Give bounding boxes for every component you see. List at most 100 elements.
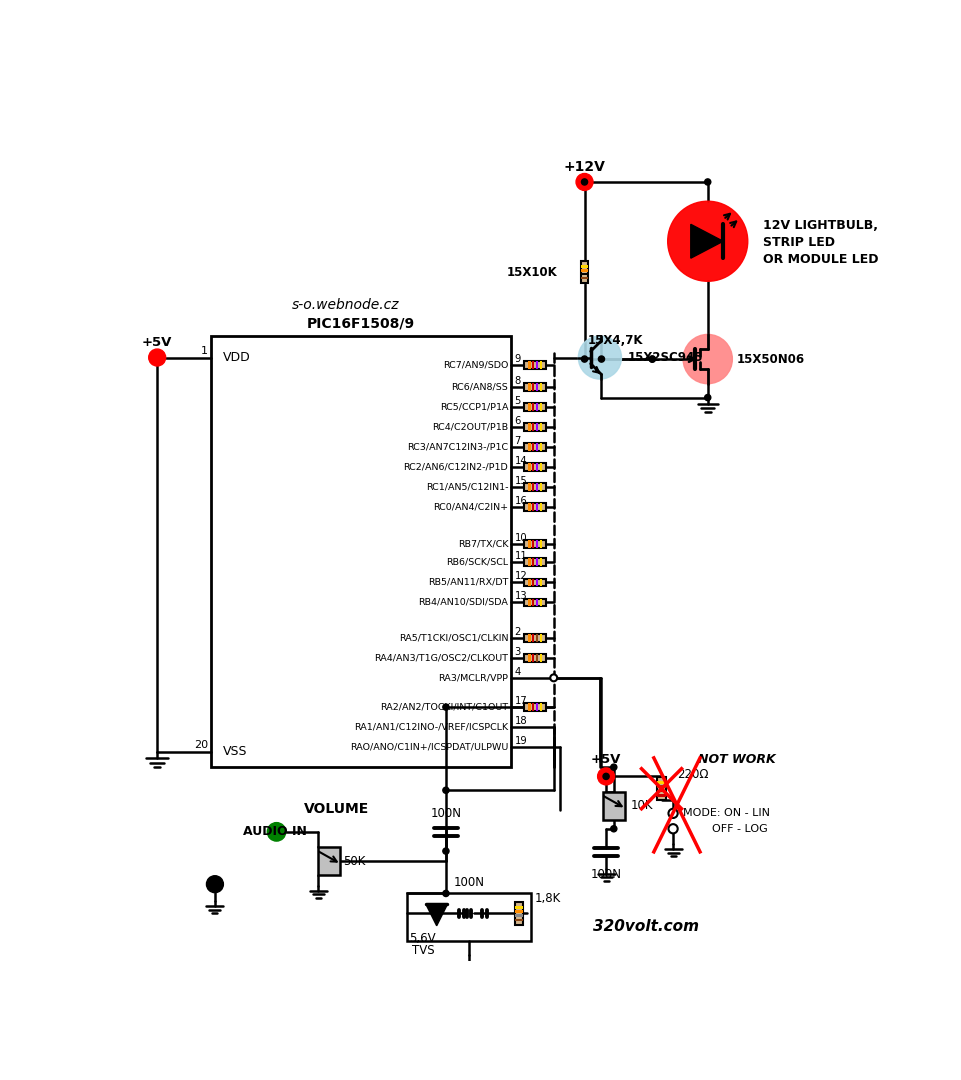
Bar xyxy=(525,423,546,431)
Bar xyxy=(539,540,542,548)
Circle shape xyxy=(598,768,614,785)
Bar xyxy=(539,558,542,566)
Circle shape xyxy=(599,356,604,362)
Bar xyxy=(539,403,542,410)
Text: RA4/AN3/T1G/OSC2/CLKOUT: RA4/AN3/T1G/OSC2/CLKOUT xyxy=(374,653,508,662)
Text: 3: 3 xyxy=(514,647,521,657)
Circle shape xyxy=(704,179,711,185)
Bar xyxy=(535,634,538,642)
Bar xyxy=(531,423,534,431)
Text: 100N: 100N xyxy=(431,807,461,820)
Circle shape xyxy=(576,174,593,190)
Text: TVS: TVS xyxy=(411,944,434,957)
Bar xyxy=(580,266,588,268)
Text: MODE: ON - LIN: MODE: ON - LIN xyxy=(683,808,770,819)
Text: +5V: +5V xyxy=(591,753,621,766)
Text: RB4/AN10/SDI/SDA: RB4/AN10/SDI/SDA xyxy=(418,598,508,607)
Bar xyxy=(531,579,534,586)
Bar xyxy=(535,598,538,606)
Bar xyxy=(525,443,546,450)
Bar xyxy=(535,423,538,431)
Circle shape xyxy=(267,823,285,841)
Text: STRIP LED: STRIP LED xyxy=(763,237,835,249)
Bar xyxy=(525,654,546,662)
Circle shape xyxy=(610,764,617,770)
Text: RAO/ANO/C1IN+/ICSPDAT/ULPWU: RAO/ANO/C1IN+/ICSPDAT/ULPWU xyxy=(350,743,508,752)
Text: 5: 5 xyxy=(514,395,521,406)
Bar xyxy=(535,383,538,391)
Text: 15X50N06: 15X50N06 xyxy=(736,352,804,365)
Bar xyxy=(531,634,534,642)
Bar xyxy=(531,362,534,369)
Text: 50K: 50K xyxy=(343,854,365,867)
Text: 7: 7 xyxy=(514,435,521,446)
Bar xyxy=(580,273,588,275)
Bar xyxy=(531,703,534,711)
Text: RC1/AN5/C12IN1-: RC1/AN5/C12IN1- xyxy=(426,483,508,491)
Bar xyxy=(531,540,534,548)
Bar xyxy=(539,463,542,471)
Text: RA1/AN1/C12INO-/VREF/ICSPCLK: RA1/AN1/C12INO-/VREF/ICSPCLK xyxy=(355,723,508,731)
Bar xyxy=(525,579,546,586)
Bar xyxy=(528,598,530,606)
Bar xyxy=(657,785,666,788)
Bar xyxy=(528,540,530,548)
Bar xyxy=(539,598,542,606)
Text: 2: 2 xyxy=(514,626,521,636)
Text: RA5/T1CKI/OSC1/CLKIN: RA5/T1CKI/OSC1/CLKIN xyxy=(399,633,508,643)
Text: 100N: 100N xyxy=(591,868,622,881)
Text: 1: 1 xyxy=(201,346,208,355)
Bar xyxy=(580,276,588,280)
Text: 14: 14 xyxy=(514,456,527,465)
Bar xyxy=(515,910,524,913)
Bar xyxy=(528,634,530,642)
Bar xyxy=(525,558,546,566)
Text: RA2/AN2/TOCKI/INT/C1OUT: RA2/AN2/TOCKI/INT/C1OUT xyxy=(381,703,508,712)
Text: 9: 9 xyxy=(514,354,521,364)
Bar xyxy=(531,654,534,662)
Bar xyxy=(535,403,538,410)
Bar xyxy=(515,919,524,921)
Bar xyxy=(318,847,339,875)
Circle shape xyxy=(551,674,557,681)
Text: 220Ω: 220Ω xyxy=(677,768,708,781)
Bar xyxy=(539,362,542,369)
Bar xyxy=(528,443,530,450)
Bar xyxy=(531,443,534,450)
Text: VSS: VSS xyxy=(223,745,247,758)
Bar xyxy=(528,383,530,391)
Bar xyxy=(407,893,530,941)
Bar xyxy=(535,362,538,369)
Bar xyxy=(531,403,534,410)
Bar xyxy=(539,579,542,586)
Text: 20: 20 xyxy=(194,740,208,750)
Text: RA3/MCLR/VPP: RA3/MCLR/VPP xyxy=(438,673,508,683)
Text: 15: 15 xyxy=(514,475,528,486)
Bar xyxy=(539,383,542,391)
Bar xyxy=(525,540,546,548)
Text: RC2/AN6/C12IN2-/P1D: RC2/AN6/C12IN2-/P1D xyxy=(404,462,508,471)
Bar xyxy=(525,634,546,642)
Text: 10: 10 xyxy=(514,532,527,542)
Bar xyxy=(515,915,524,917)
Circle shape xyxy=(603,773,609,780)
Bar xyxy=(535,654,538,662)
Bar xyxy=(535,579,538,586)
Bar xyxy=(525,483,546,490)
Bar xyxy=(657,789,666,793)
Text: RC5/CCP1/P1A: RC5/CCP1/P1A xyxy=(440,403,508,411)
Bar xyxy=(539,443,542,450)
Circle shape xyxy=(610,826,617,832)
Text: OFF - LOG: OFF - LOG xyxy=(712,824,768,834)
Text: 19: 19 xyxy=(514,735,528,746)
Circle shape xyxy=(581,356,587,362)
Polygon shape xyxy=(691,225,723,258)
Bar xyxy=(528,403,530,410)
Bar xyxy=(539,423,542,431)
Text: 6: 6 xyxy=(514,416,521,426)
Bar xyxy=(525,598,546,606)
Text: 15X2SC945: 15X2SC945 xyxy=(628,351,703,364)
Text: 12: 12 xyxy=(514,571,528,581)
Bar xyxy=(657,781,666,784)
Text: PIC16F1508/9: PIC16F1508/9 xyxy=(308,316,415,330)
